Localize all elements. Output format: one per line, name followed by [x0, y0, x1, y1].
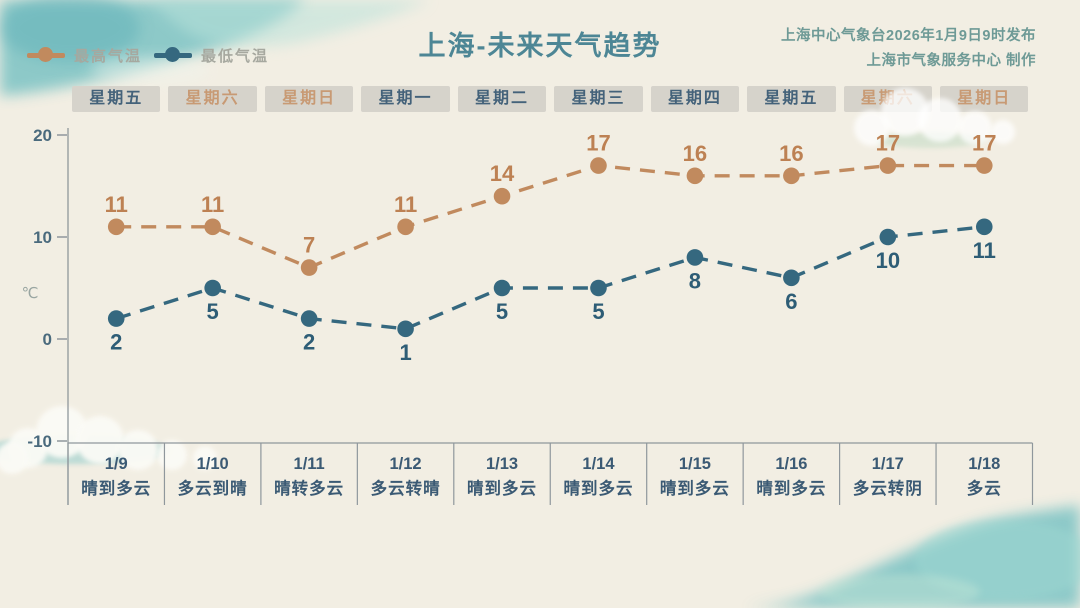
source-line2: 上海市气象服务中心 制作	[866, 53, 1036, 70]
legend-dot	[38, 47, 53, 62]
legend-dot	[165, 47, 181, 62]
topleft-watercolor	[0, 0, 430, 96]
high-temp-marker-icon	[27, 47, 65, 63]
weekday-header: 星期二	[457, 86, 547, 112]
legend-label: 最高气温	[74, 47, 143, 65]
page-title: 上海-未来天气趋势	[418, 31, 662, 61]
weekday-header: 星期一	[361, 86, 450, 112]
weekday-header: 星期日	[264, 86, 354, 112]
weekday-header: 星期三	[554, 86, 643, 112]
chart-legend: 最高气温 最低气温	[27, 45, 281, 66]
source-block: 上海中心气象台2026年1月9日9时发布 上海市气象服务中心 制作	[781, 24, 1036, 75]
source-line1: 上海中心气象台2026年1月9日9时发布	[781, 28, 1036, 44]
weekday-header: 星期五	[747, 86, 836, 112]
weekday-header: 星期日	[940, 86, 1029, 112]
weekday-header: 星期五	[72, 86, 161, 112]
legend-item-low-temp: 最低气温	[154, 45, 269, 66]
weekday-header: 星期四	[650, 86, 740, 112]
bottomright-watercolor	[745, 505, 1080, 608]
legend-label: 最低气温	[201, 47, 270, 65]
legend-item-high-temp: 最高气温	[27, 45, 142, 66]
low-temp-marker-icon	[154, 47, 193, 63]
weekday-header: 星期六	[168, 86, 257, 112]
weekday-header-row: 星期五 星期六 星期日 星期一 星期二 星期三 星期四 星期五 星期六 星期日	[0, 86, 1080, 112]
weekday-header: 星期六	[843, 86, 933, 112]
